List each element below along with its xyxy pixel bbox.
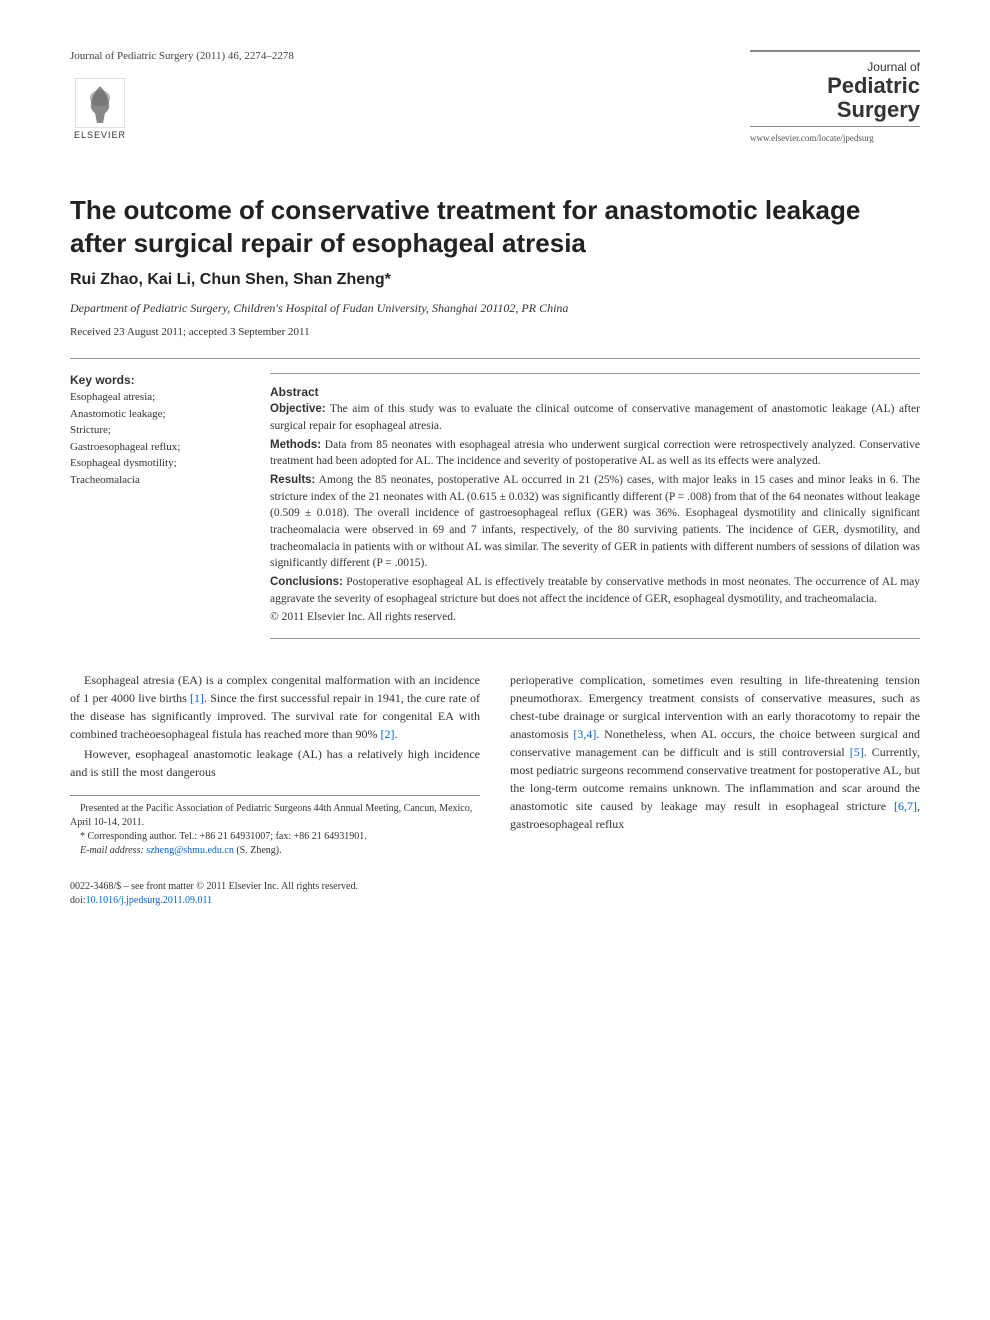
doi-line: doi:10.1016/j.jpedsurg.2011.09.011 — [70, 894, 480, 908]
email-link[interactable]: szheng@shmu.edu.cn — [146, 845, 234, 856]
abstract-block: Key words: Esophageal atresia; Anastomot… — [70, 358, 920, 639]
keyword-item: Esophageal dysmotility; — [70, 455, 250, 472]
abstract-results: Results: Among the 85 neonates, postoper… — [270, 472, 920, 572]
keyword-item: Tracheomalacia — [70, 472, 250, 489]
keyword-item: Stricture; — [70, 422, 250, 439]
email-suffix: (S. Zheng). — [234, 845, 282, 856]
keyword-item: Esophageal atresia; — [70, 389, 250, 406]
keyword-item: Gastroesophageal reflux; — [70, 439, 250, 456]
affiliation: Department of Pediatric Surgery, Childre… — [70, 301, 920, 316]
doi-label: doi: — [70, 895, 86, 906]
citation-link[interactable]: [6,7] — [894, 799, 917, 813]
body-paragraph: perioperative complication, sometimes ev… — [510, 671, 920, 833]
journal-name-small: Journal of — [750, 60, 920, 74]
elsevier-logo: ELSEVIER — [70, 74, 130, 144]
abstract-conclusions: Conclusions: Postoperative esophageal AL… — [270, 574, 920, 607]
footnote-presented: Presented at the Pacific Association of … — [70, 802, 480, 830]
body-paragraph: Esophageal atresia (EA) is a complex con… — [70, 671, 480, 743]
abstract-methods-text: Data from 85 neonates with esophageal at… — [270, 439, 920, 468]
abstract-methods-label: Methods: — [270, 439, 321, 451]
keyword-item: Anastomotic leakage; — [70, 406, 250, 423]
abstract-conclusions-label: Conclusions: — [270, 576, 343, 588]
citation-link[interactable]: [5] — [850, 745, 864, 759]
body-text-span: . — [395, 727, 398, 741]
abstract-objective-label: Objective: — [270, 403, 326, 415]
abstract-heading: Abstract — [270, 384, 920, 401]
journal-name-large-1: Pediatric — [750, 74, 920, 98]
citation-link[interactable]: [2] — [381, 727, 395, 741]
abstract-column: Abstract Objective: The aim of this stud… — [270, 373, 920, 639]
running-head: Journal of Pediatric Surgery (2011) 46, … — [70, 50, 294, 62]
keywords-column: Key words: Esophageal atresia; Anastomot… — [70, 373, 250, 639]
footnotes: Presented at the Pacific Association of … — [70, 795, 480, 858]
footnote-corresponding: * Corresponding author. Tel.: +86 21 649… — [70, 830, 480, 844]
journal-url: www.elsevier.com/locate/jpedsurg — [750, 133, 920, 143]
citation-link[interactable]: [3,4] — [573, 727, 596, 741]
front-matter: 0022-3468/$ – see front matter © 2011 El… — [70, 880, 480, 894]
abstract-results-label: Results: — [270, 474, 315, 486]
body-text: Esophageal atresia (EA) is a complex con… — [70, 671, 920, 908]
body-column-right: perioperative complication, sometimes ev… — [510, 671, 920, 908]
abstract-results-text: Among the 85 neonates, postoperative AL … — [270, 474, 920, 569]
doi-link[interactable]: 10.1016/j.jpedsurg.2011.09.011 — [86, 895, 213, 906]
page-header: Journal of Pediatric Surgery (2011) 46, … — [70, 50, 920, 144]
elsevier-tree-icon — [75, 78, 125, 128]
abstract-objective-text: The aim of this study was to evaluate th… — [270, 403, 920, 432]
authors: Rui Zhao, Kai Li, Chun Shen, Shan Zheng* — [70, 271, 920, 289]
abstract-conclusions-text: Postoperative esophageal AL is effective… — [270, 576, 920, 605]
body-column-left: Esophageal atresia (EA) is a complex con… — [70, 671, 480, 908]
body-paragraph: However, esophageal anastomotic leakage … — [70, 745, 480, 781]
citation-link[interactable]: [1] — [190, 691, 204, 705]
email-label: E-mail address: — [80, 845, 144, 856]
header-left: Journal of Pediatric Surgery (2011) 46, … — [70, 50, 294, 144]
abstract-methods: Methods: Data from 85 neonates with esop… — [270, 437, 920, 470]
publisher-name: ELSEVIER — [74, 130, 126, 140]
journal-name-large-2: Surgery — [750, 98, 920, 122]
article-dates: Received 23 August 2011; accepted 3 Sept… — [70, 326, 920, 338]
footer: 0022-3468/$ – see front matter © 2011 El… — [70, 880, 480, 908]
header-right: Journal of Pediatric Surgery www.elsevie… — [750, 50, 920, 143]
article-title: The outcome of conservative treatment fo… — [70, 194, 920, 259]
footnote-email: E-mail address: szheng@shmu.edu.cn (S. Z… — [70, 844, 480, 858]
keywords-heading: Key words: — [70, 373, 250, 387]
abstract-objective: Objective: The aim of this study was to … — [270, 401, 920, 434]
abstract-copyright: © 2011 Elsevier Inc. All rights reserved… — [270, 609, 920, 626]
